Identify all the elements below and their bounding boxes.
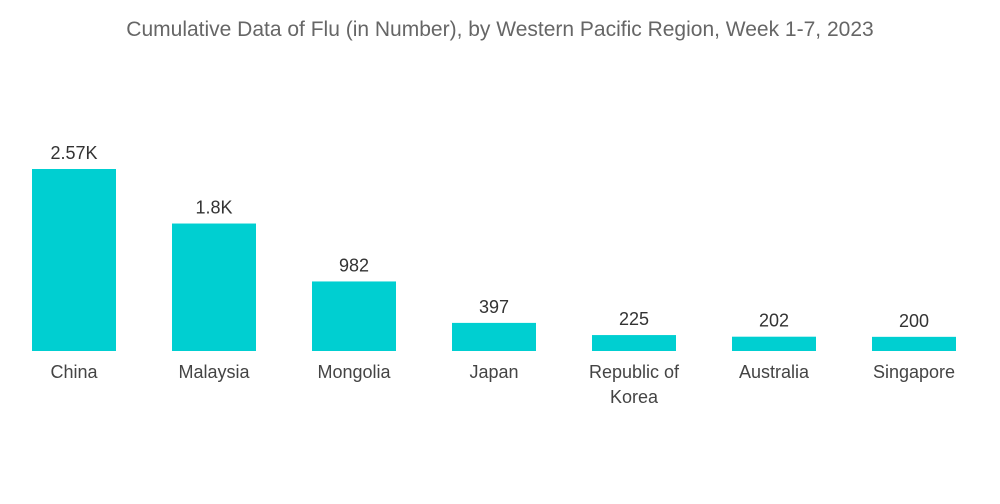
category-label-2: Mongolia — [317, 362, 391, 382]
category-label-0: China — [50, 362, 98, 382]
bar-4 — [592, 335, 676, 351]
value-label-1: 1.8K — [195, 198, 232, 218]
category-label-4: Republic of Korea — [589, 362, 680, 407]
bar-6 — [872, 336, 956, 351]
category-label-line: Malaysia — [178, 362, 250, 382]
category-label-line: Republic of — [589, 362, 680, 382]
value-label-4: 225 — [619, 309, 649, 329]
category-label-line: Singapore — [873, 362, 955, 382]
category-label-5: Australia — [739, 362, 810, 382]
category-label-6: Singapore — [873, 362, 955, 382]
category-label-line: Mongolia — [317, 362, 391, 382]
bar-5 — [732, 336, 816, 351]
bar-2 — [312, 281, 396, 351]
bar-0 — [32, 169, 116, 351]
value-label-5: 202 — [759, 311, 789, 331]
category-label-line: Korea — [610, 387, 659, 407]
bar-1 — [172, 223, 256, 351]
chart-title: Cumulative Data of Flu (in Number), by W… — [126, 18, 874, 41]
category-label-line: Australia — [739, 362, 810, 382]
category-label-line: Japan — [469, 362, 518, 382]
category-label-line: China — [50, 362, 98, 382]
bar-3 — [452, 322, 536, 351]
value-label-2: 982 — [339, 255, 369, 275]
value-label-6: 200 — [899, 311, 929, 331]
category-label-1: Malaysia — [178, 362, 250, 382]
category-label-3: Japan — [469, 362, 518, 382]
value-label-3: 397 — [479, 297, 509, 317]
value-label-0: 2.57K — [50, 143, 97, 163]
